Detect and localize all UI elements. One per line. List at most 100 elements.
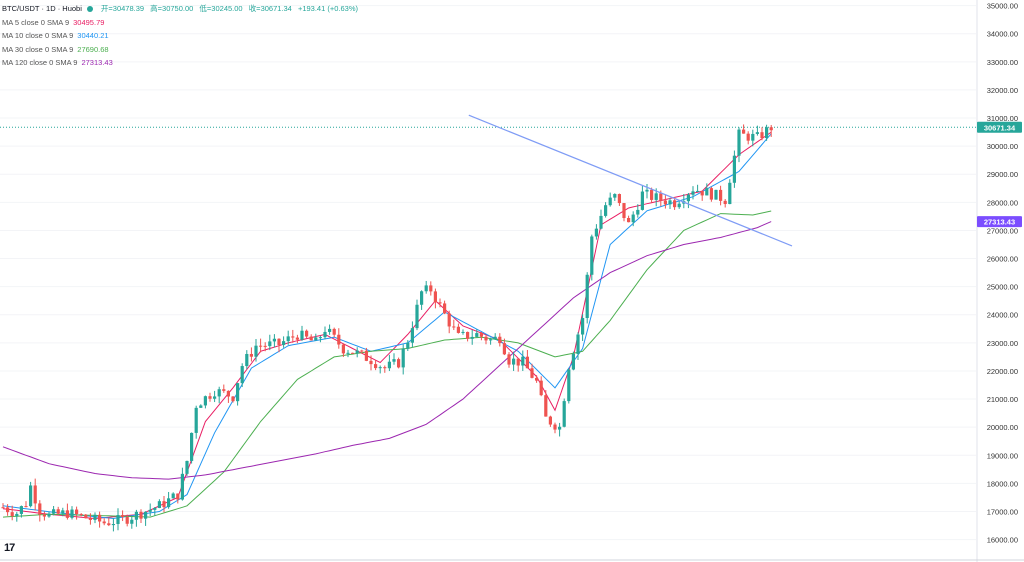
- candle-body: [714, 189, 718, 200]
- candle-body: [498, 336, 502, 344]
- candle-body: [157, 501, 161, 508]
- candle-body: [562, 401, 566, 427]
- candle-body: [443, 303, 447, 314]
- candle-body: [190, 432, 194, 461]
- candle-body: [153, 507, 157, 510]
- indicator-label: MA 120 close 0 SMA 9: [2, 58, 78, 67]
- y-tick-label: 28000.00: [987, 198, 1018, 207]
- candle-body: [719, 189, 723, 201]
- candle-body: [75, 509, 79, 515]
- candle-body: [61, 510, 65, 514]
- candle-body: [410, 328, 414, 343]
- trendline[interactable]: [468, 114, 793, 247]
- candle-body: [502, 343, 506, 355]
- candle-body: [144, 511, 148, 519]
- indicator-value: 30440.21: [77, 31, 109, 40]
- candle-body: [38, 503, 42, 515]
- candle-body: [622, 203, 626, 219]
- candle-body: [617, 194, 621, 204]
- candle-body: [125, 516, 129, 524]
- candle-body: [461, 331, 465, 333]
- candle-body: [167, 498, 171, 508]
- ma-line-ma10: [2, 133, 772, 520]
- candle-body: [755, 132, 759, 134]
- y-tick-label: 20000.00: [987, 423, 1018, 432]
- indicator-ma10[interactable]: MA 10 close 0 SMA 9 30440.21: [2, 29, 358, 43]
- candle-body: [6, 507, 10, 513]
- candle-body: [328, 328, 332, 332]
- candle-body: [433, 291, 437, 303]
- y-tick-label: 21000.00: [987, 395, 1018, 404]
- candle-body: [415, 304, 419, 329]
- candle-body: [277, 338, 281, 345]
- candle-body: [346, 352, 350, 354]
- candle-body: [226, 390, 230, 397]
- candle-body: [33, 485, 37, 504]
- candle-body: [222, 389, 226, 391]
- candle-body: [663, 200, 667, 205]
- candle-body: [162, 501, 166, 508]
- candle-body: [525, 356, 529, 369]
- candle-body: [673, 200, 677, 208]
- indicator-ma120[interactable]: MA 120 close 0 SMA 9 27313.43: [2, 56, 358, 70]
- candle-body: [134, 511, 138, 520]
- candle-body: [677, 203, 681, 208]
- y-tick-label: 31000.00: [987, 114, 1018, 123]
- candle-body: [240, 366, 244, 384]
- y-tick-label: 27000.00: [987, 226, 1018, 235]
- candle-body: [475, 333, 479, 337]
- candle-body: [130, 519, 134, 524]
- candle-body: [314, 337, 318, 341]
- last-price-tag: 30671.34: [977, 121, 1022, 133]
- indicator-ma5[interactable]: MA 5 close 0 SMA 9 30495.79: [2, 16, 358, 30]
- candle-body: [760, 132, 764, 139]
- indicator-ma30[interactable]: MA 30 close 0 SMA 9 27690.68: [2, 43, 358, 57]
- candle-body: [512, 358, 516, 365]
- candle-body: [378, 367, 382, 369]
- candle-body: [558, 426, 562, 430]
- candle-body: [397, 359, 401, 368]
- candle-body: [217, 389, 221, 397]
- ma120-price-tag-bg: [977, 216, 1022, 228]
- candle-body: [374, 364, 378, 369]
- candle-body: [79, 514, 83, 516]
- grid: [0, 5, 976, 541]
- candle-body: [732, 155, 736, 183]
- candle-body: [420, 291, 424, 305]
- candle-body: [93, 514, 97, 520]
- candle-body: [456, 326, 460, 333]
- candle-body: [659, 193, 663, 201]
- indicator-label: MA 30 close 0 SMA 9: [2, 44, 74, 54]
- ohlc-close: 收=30671.34: [248, 4, 292, 13]
- candle-body: [52, 509, 56, 514]
- ohlc-low: 低=30245.00: [199, 4, 243, 13]
- candle-body: [401, 348, 405, 368]
- candle-body: [231, 396, 235, 402]
- symbol-title[interactable]: BTC/USDT · 1D · Huobi: [2, 4, 82, 13]
- ohlc-open: 开=30478.39: [100, 4, 145, 13]
- candle-body: [516, 358, 520, 366]
- candle-body: [70, 509, 74, 518]
- candle-body: [254, 345, 258, 357]
- y-tick-label: 34000.00: [987, 30, 1018, 39]
- candle-body: [700, 190, 704, 196]
- candle-body: [42, 514, 46, 517]
- y-tick-label: 35000.00: [987, 2, 1018, 11]
- candle-body: [351, 352, 355, 354]
- candle-body: [705, 188, 709, 196]
- candle-body: [245, 353, 249, 367]
- tradingview-logo[interactable]: 17: [4, 542, 15, 554]
- candle-body: [203, 396, 207, 406]
- candle-body: [355, 350, 359, 354]
- candle-body: [484, 336, 488, 341]
- candle-body: [544, 395, 548, 417]
- indicator-value: 27690.68: [77, 44, 109, 54]
- candle-body: [213, 396, 217, 399]
- candle-body: [553, 424, 557, 430]
- candle-body: [608, 197, 612, 206]
- indicator-label: MA 10 close 0 SMA 9: [2, 31, 74, 40]
- ma120-price-tag-text: 27313.43: [984, 218, 1015, 227]
